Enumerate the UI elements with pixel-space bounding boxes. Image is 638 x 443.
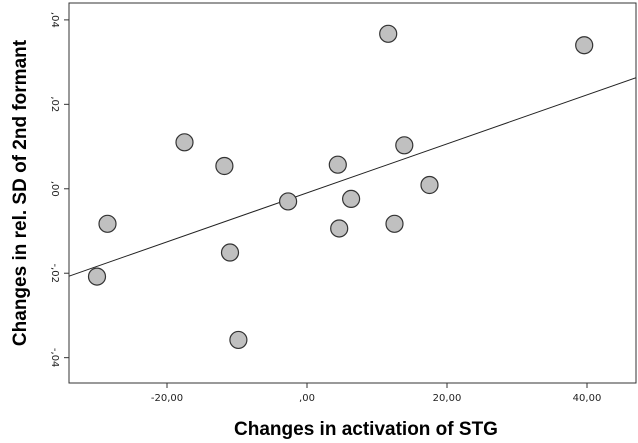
data-point: [215, 156, 234, 176]
y-tick-label: ,00: [49, 181, 60, 197]
y-tick-label: -,04: [49, 348, 60, 368]
x-tick-label: 40,00: [573, 393, 602, 404]
y-tick-label: -,02: [49, 263, 60, 283]
y-tick-label: ,04: [49, 12, 60, 28]
x-tick-label: -20,00: [151, 393, 183, 404]
data-point: [379, 24, 398, 43]
data-point: [220, 243, 240, 262]
data-point: [328, 155, 347, 174]
y-axis-title: Changes in rel. SD of 2nd formant: [10, 39, 31, 346]
data-point: [330, 219, 349, 238]
data-points: [87, 24, 594, 350]
data-point: [420, 175, 439, 195]
y-tick-label: ,02: [49, 96, 60, 112]
regression-line: [68, 77, 637, 277]
data-point: [87, 267, 107, 286]
data-point: [575, 36, 594, 55]
x-axis-title: Changes in activation of STG: [234, 419, 498, 440]
data-point: [98, 214, 117, 233]
data-point: [229, 330, 248, 350]
data-point: [395, 136, 414, 155]
data-point: [279, 192, 298, 211]
x-tick-label: 20,00: [433, 393, 462, 404]
data-point: [342, 189, 361, 209]
data-point: [385, 214, 404, 233]
data-point: [175, 133, 194, 152]
y-axis: ,04 ,02 ,00 -,02 -,04: [49, 12, 69, 367]
x-axis: -20,00 ,00 20,00 40,00: [151, 383, 601, 404]
x-tick-label: ,00: [299, 393, 315, 404]
